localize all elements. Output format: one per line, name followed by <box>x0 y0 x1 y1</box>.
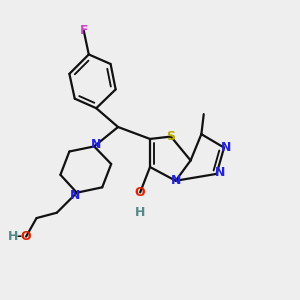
Text: N: N <box>70 189 80 202</box>
Text: N: N <box>91 137 101 151</box>
Text: -: - <box>16 230 22 243</box>
Text: O: O <box>20 230 31 243</box>
Text: O: O <box>135 186 146 199</box>
Text: H: H <box>8 230 18 243</box>
Text: N: N <box>221 141 232 154</box>
Text: N: N <box>214 166 225 179</box>
Text: S: S <box>167 130 176 143</box>
Text: N: N <box>170 174 181 187</box>
Text: F: F <box>80 24 88 37</box>
Text: H: H <box>135 206 145 219</box>
